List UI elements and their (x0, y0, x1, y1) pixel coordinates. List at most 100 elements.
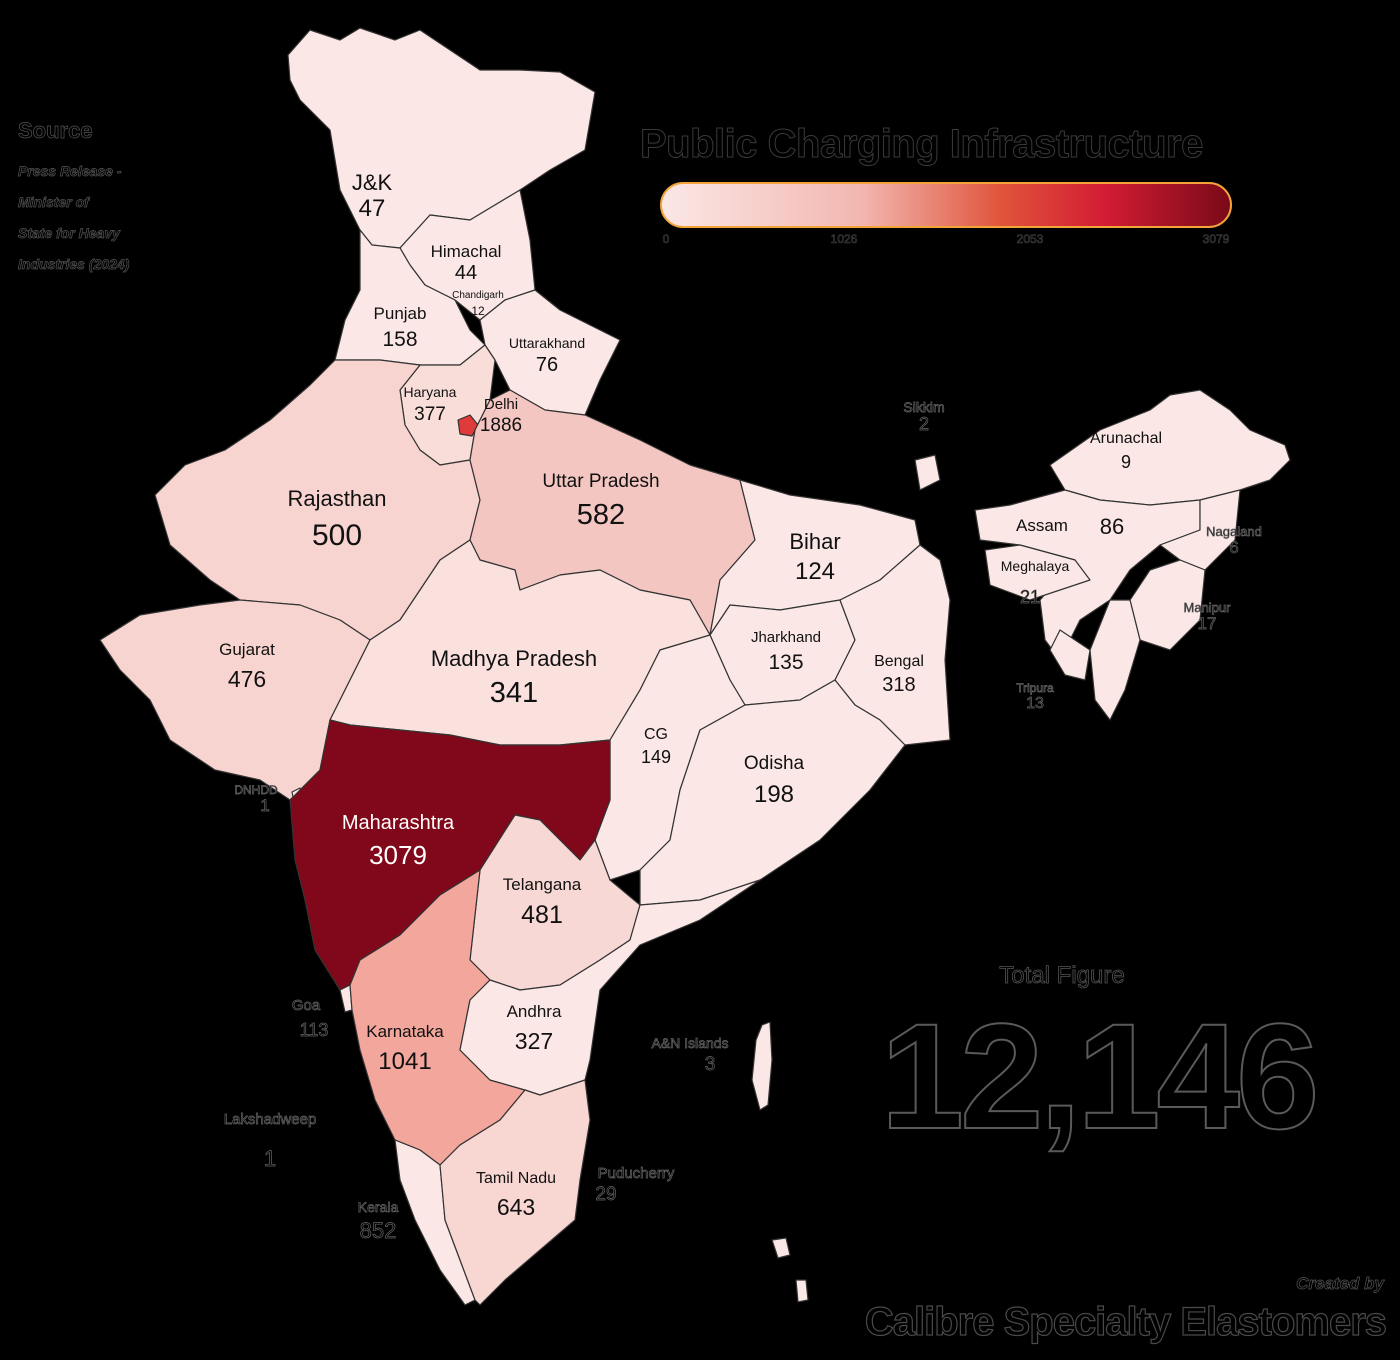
state-value: 44 (454, 261, 478, 284)
state-value: 76 (535, 354, 559, 377)
label-karnataka: Karnataka 1041 (366, 1022, 444, 1075)
label-bihar: Bihar 124 (789, 529, 840, 586)
state-value: 500 (311, 519, 363, 553)
label-uttarakhand: Uttarakhand 76 (509, 335, 585, 377)
state-name: Kerala (357, 1199, 399, 1215)
state-name: Manipur (1183, 600, 1231, 615)
label-odisha: Odisha 198 (744, 753, 804, 808)
state-value: 17 (1197, 614, 1217, 634)
state-name: Tamil Nadu (475, 1170, 557, 1187)
state-value: 9 (1120, 452, 1132, 473)
state-jk (287, 27, 596, 249)
state-value: 1 (260, 796, 270, 816)
label-himachal: Himachal 44 (431, 242, 502, 285)
state-name: Bengal (874, 653, 924, 670)
total-label: Total Figure (999, 962, 1125, 990)
state-name: Chandigarh (452, 290, 504, 301)
state-value: 29 (595, 1183, 617, 1205)
legend-color-bar (660, 182, 1232, 228)
state-value: 582 (576, 498, 626, 531)
source-line: Industries (2024) (18, 256, 130, 273)
legend-tick-2: 2053 (1016, 232, 1044, 247)
state-value: 377 (414, 404, 446, 426)
label-sikkim: Sikkim 2 (903, 399, 945, 435)
state-value: 12 (471, 303, 485, 318)
state-name: Gujarat (219, 640, 275, 659)
state-value: 1886 (479, 415, 523, 437)
label-puducherry: Puducherry 29 (595, 1165, 676, 1205)
state-name: Tripura (1016, 681, 1054, 695)
islands-an-south (771, 1237, 791, 1259)
state-value: 135 (768, 651, 804, 675)
state-name: Punjab (373, 304, 427, 323)
state-value: 643 (496, 1194, 536, 1221)
state-value: 481 (521, 900, 563, 929)
state-name: Goa (291, 997, 321, 1014)
state-value: 318 (882, 674, 916, 697)
label-maharashtra: Maharashtra 3079 (342, 812, 454, 871)
source-line: State for Heavy (18, 225, 121, 242)
label-meghalaya-name: Meghalaya (1000, 558, 1070, 574)
state-name: Jharkhand (750, 629, 822, 646)
label-rajasthan: Rajasthan 500 (287, 486, 386, 554)
source-block: Source Press Release - Minister of State… (18, 118, 130, 280)
source-line: Minister of (18, 194, 89, 211)
state-value: 476 (227, 665, 267, 692)
state-name: Uttar Pradesh (542, 471, 660, 492)
legend-tick-1: 1026 (830, 232, 858, 247)
state-value: 6 (1229, 538, 1239, 558)
state-name: Sikkim (903, 399, 945, 415)
label-jk: J&K 47 (352, 170, 392, 223)
state-value: 149 (640, 747, 672, 768)
state-name: Rajasthan (287, 486, 387, 511)
state-value: 13 (1026, 695, 1044, 713)
label-arunachal: Arunachal 9 (1090, 430, 1162, 473)
source-line: Press Release - (18, 163, 122, 180)
state-value: 124 (794, 558, 836, 586)
state-value: 852 (359, 1218, 397, 1244)
legend-tick-3: 3079 (1202, 232, 1230, 247)
label-telangana: Telangana 481 (503, 875, 581, 929)
label-tripura: Tripura 13 (1016, 681, 1054, 713)
state-name: Lakshadweep (223, 1111, 317, 1128)
label-nagaland: Nagaland 6 (1206, 524, 1262, 558)
label-delhi: Delhi 1886 (480, 396, 522, 437)
state-value: 341 (489, 677, 539, 710)
state-name: Andhra (506, 1002, 562, 1021)
label-dnhdd: DNHDD 1 (234, 783, 278, 816)
label-bengal: Bengal 318 (874, 653, 924, 697)
islands-an (751, 1021, 773, 1111)
state-sikkim (914, 454, 941, 491)
state-name: Delhi (483, 396, 519, 413)
state-name: Uttarakhand (508, 335, 586, 351)
state-name: J&K (351, 170, 393, 195)
label-up: Uttar Pradesh 582 (542, 471, 659, 532)
state-name: Maharashtra (341, 812, 455, 834)
label-cg: CG 149 (641, 726, 671, 768)
label-assam-value: 86 (1099, 514, 1125, 539)
state-value: 327 (514, 1027, 554, 1054)
total-value: 12,146 (880, 991, 1321, 1161)
label-andhra: Andhra 327 (507, 1002, 562, 1054)
state-value: 198 (753, 780, 795, 808)
map-title: Public Charging Infrastructure (640, 122, 1204, 167)
state-name: Arunachal (1089, 430, 1163, 447)
label-gujarat: Gujarat 476 (219, 640, 275, 692)
state-tn (439, 1079, 591, 1306)
state-name: Bihar (789, 529, 841, 554)
label-haryana: Haryana 377 (404, 384, 457, 426)
label-mp: Madhya Pradesh 341 (431, 646, 597, 711)
state-odisha (639, 679, 906, 906)
state-name: Odisha (743, 753, 805, 774)
label-chandigarh: Chandigarh 12 (452, 290, 504, 318)
label-lakshadweep: Lakshadweep 1 (223, 1111, 317, 1171)
state-manipur (1129, 559, 1206, 651)
state-value: 1041 (378, 1047, 432, 1075)
label-assam-name: Assam (1016, 516, 1068, 535)
label-an: A&N Islands 3 (651, 1035, 729, 1076)
label-meghalaya-value: 21 (1019, 587, 1041, 607)
label-tn: Tamil Nadu 643 (476, 1170, 556, 1221)
state-name: Madhya Pradesh (430, 646, 598, 671)
state-tripura (1049, 629, 1091, 681)
